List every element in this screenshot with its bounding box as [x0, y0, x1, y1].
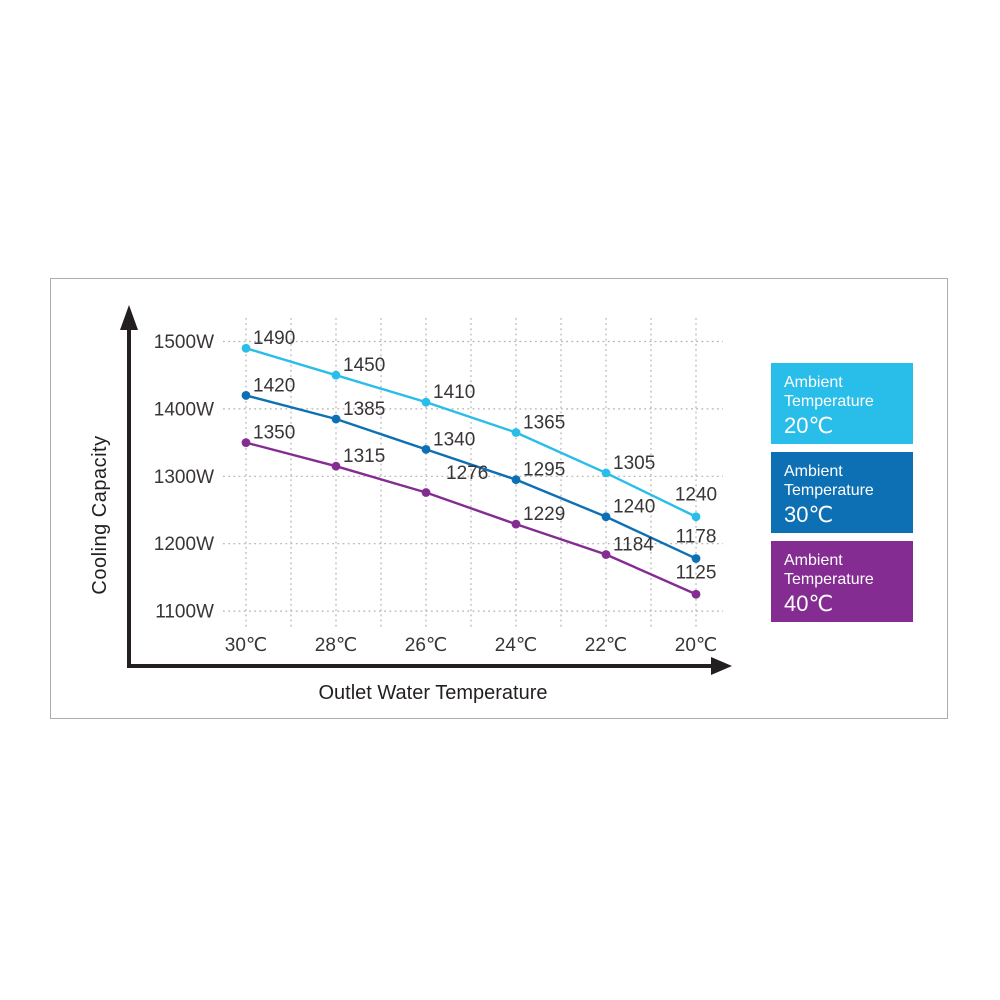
series-line — [244, 441, 698, 596]
data-point-label: 1420 — [253, 375, 295, 396]
data-point — [241, 343, 251, 353]
chart-panel: 1500W 1400W 1300W 1200W 1100W 30℃ 28℃ 26℃ 24℃ 22℃… — [50, 278, 948, 719]
data-point-label: 1450 — [343, 355, 385, 376]
legend-item-ambient-30: Ambient Temperature 30℃ — [771, 452, 913, 533]
legend-temp: 30℃ — [784, 502, 834, 527]
legend-temp: 20℃ — [784, 413, 834, 438]
data-point — [421, 488, 431, 497]
legend-item-ambient-40: Ambient Temperature 40℃ — [771, 541, 913, 622]
data-point — [601, 550, 611, 559]
data-point — [511, 428, 521, 437]
data-point-label: 1410 — [433, 382, 475, 403]
data-point — [241, 391, 251, 400]
legend: Ambient Temperature 20℃ Ambient Temperat… — [771, 363, 913, 630]
y-tick-label: 1200W — [154, 534, 214, 555]
series-line — [244, 347, 698, 518]
data-point-label: 1184 — [613, 534, 654, 555]
data-point-label: 1178 — [676, 527, 717, 548]
data-point — [511, 475, 521, 485]
data-point-label: 1276 — [446, 463, 488, 484]
data-point — [511, 519, 521, 529]
y-tick-label: 1400W — [154, 399, 214, 420]
x-tick-label: 24℃ — [495, 635, 537, 656]
y-tick-label: 1500W — [154, 332, 214, 353]
data-point — [691, 589, 701, 599]
x-tick-label: 20℃ — [675, 635, 717, 656]
legend-item-ambient-20: Ambient Temperature 20℃ — [771, 363, 913, 444]
data-point-label: 1305 — [613, 453, 655, 474]
data-point — [601, 468, 611, 478]
x-tick-label: 22℃ — [585, 635, 627, 656]
data-point — [691, 554, 701, 563]
x-axis-title: Outlet Water Temperature — [319, 682, 548, 704]
legend-temp: 40℃ — [784, 591, 834, 616]
data-point-label: 1350 — [253, 423, 295, 444]
series-line — [244, 394, 698, 560]
y-tick-label: 1300W — [154, 467, 214, 488]
data-point-label: 1295 — [523, 460, 565, 481]
data-point — [421, 444, 431, 454]
x-tick-label: 30℃ — [225, 635, 267, 656]
legend-label: Ambient Temperature — [784, 552, 874, 588]
data-point-label: 1385 — [343, 399, 385, 420]
data-point-label: 1240 — [613, 497, 655, 518]
legend-label: Ambient Temperature — [784, 463, 874, 499]
data-point-label: 1315 — [343, 446, 385, 467]
data-point-label: 1125 — [676, 562, 717, 583]
x-tick-label: 26℃ — [405, 635, 447, 656]
data-point — [421, 397, 431, 407]
legend-label: Ambient Temperature — [784, 374, 874, 410]
data-point-label: 1340 — [433, 429, 475, 450]
data-point — [691, 512, 701, 522]
data-point — [241, 438, 251, 447]
data-point — [331, 370, 341, 380]
data-point-label: 1240 — [675, 485, 717, 506]
data-point-label: 1490 — [253, 328, 295, 349]
cooling-capacity-chart: 1500W 1400W 1300W 1200W 1100W 30℃ 28℃ 26℃ 24℃ 22℃… — [89, 305, 732, 704]
data-point-label: 1229 — [523, 504, 565, 525]
x-tick-label: 28℃ — [315, 635, 357, 656]
data-point — [331, 414, 341, 424]
y-axis-arrowhead — [120, 305, 138, 330]
x-axis-arrowhead — [711, 657, 732, 675]
y-axis-title: Cooling Capacity — [89, 435, 111, 594]
y-tick-label: 1100W — [155, 602, 214, 623]
data-point — [601, 512, 611, 522]
data-point-label: 1365 — [523, 412, 565, 433]
data-point — [331, 461, 341, 471]
